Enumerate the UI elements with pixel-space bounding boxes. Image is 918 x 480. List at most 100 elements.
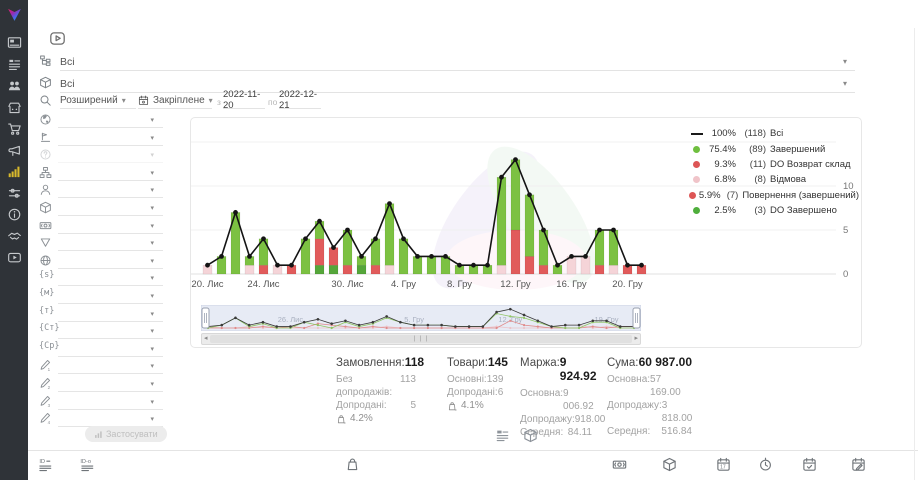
sidebar-item-shop[interactable] — [0, 97, 28, 119]
legend-item-2[interactable]: 9.3% (11) DO Возврат склад — [689, 157, 859, 172]
bar-segment-red[interactable] — [314, 238, 325, 266]
legend-item-4[interactable]: 5.9% (7) Повернення (завершений) — [689, 188, 859, 203]
stat-upsell-percent: x 4.2% — [336, 412, 416, 426]
filter-select-brace-s[interactable]: ▾ — [58, 271, 163, 287]
chevron-down-icon: ▾ — [150, 187, 154, 195]
bar-segment-red[interactable] — [342, 264, 353, 275]
sidebar-item-megaphone[interactable] — [0, 140, 28, 162]
filter-select-pencil-1[interactable]: ▾ — [58, 359, 163, 375]
bar-segment-green[interactable] — [538, 229, 549, 266]
orders-chart-card: 20. Лис 24. Лис 30. Лис 4. Гру 8. Гру 12. Гру… — [190, 117, 862, 348]
filter-select-person[interactable]: ▾ — [58, 183, 163, 199]
bar-segment-red[interactable] — [258, 264, 269, 275]
legend-item-0[interactable]: 100% (118) Всі — [689, 126, 859, 141]
bar-segment-green[interactable] — [426, 256, 437, 275]
date-to-field[interactable]: 2022-12-21 — [279, 89, 321, 111]
sidebar-item-image-card[interactable] — [0, 32, 28, 54]
column-header-id-o-icon[interactable]: ID-o — [80, 457, 95, 472]
filter-select-flag-level[interactable]: ▾ — [58, 131, 163, 146]
filter-select-pencil-3[interactable]: ▾ — [58, 395, 163, 410]
date-from-field[interactable]: 2022-11-20 — [223, 89, 265, 111]
bar-segment-pink[interactable] — [384, 264, 395, 275]
scroll-right-icon[interactable]: ▸ — [634, 335, 638, 342]
structure-select[interactable]: Всі ▾ — [60, 53, 855, 71]
bar-segment-dgreen[interactable] — [356, 264, 367, 275]
view-toggle-list-flag-icon[interactable] — [495, 428, 510, 443]
filter-select-globe[interactable]: ▾ — [58, 113, 163, 128]
filter-select-brace-m[interactable]: ▾ — [58, 289, 163, 304]
product-select[interactable]: Всі ▾ — [60, 75, 855, 93]
scrollbar-thumb[interactable]: ❘❘❘ — [210, 335, 632, 343]
filter-row-pencil-3: 3 ▾ — [39, 395, 163, 411]
filter-select-globe-grid[interactable]: ▾ — [58, 254, 163, 269]
minimap-left-handle[interactable] — [201, 307, 210, 329]
bar-segment-dgreen[interactable] — [314, 264, 325, 275]
bar-segment-green[interactable] — [398, 238, 409, 275]
column-header-id-sort-icon[interactable]: ID — [38, 457, 53, 472]
legend-item-3[interactable]: 6.8% (8) Відмова — [689, 172, 859, 187]
bar-segment-green[interactable] — [496, 176, 507, 266]
sidebar-item-video[interactable] — [0, 247, 28, 269]
bar-segment-green[interactable] — [314, 220, 325, 240]
bar-segment-pink[interactable] — [244, 264, 255, 275]
video-help-button[interactable] — [49, 30, 66, 47]
filter-select-funnel[interactable]: ▾ — [58, 236, 163, 252]
total-line-point — [569, 254, 574, 259]
scroll-left-icon[interactable]: ◂ — [204, 335, 208, 342]
bar-segment-red[interactable] — [524, 256, 535, 275]
sidebar-item-chart-bars[interactable] — [0, 161, 28, 183]
sidebar-item-cart[interactable] — [0, 118, 28, 140]
bar-segment-red[interactable] — [370, 264, 381, 275]
filter-select-pencil-4[interactable]: ▾ — [58, 412, 163, 428]
column-header-bag-icon[interactable] — [345, 457, 360, 472]
stat-subrow-label: Допродані: — [447, 387, 498, 398]
filter-select-package[interactable]: ▾ — [58, 201, 163, 216]
view-toggle-package-icon[interactable] — [523, 428, 538, 443]
total-line-point — [373, 236, 378, 242]
bar-segment-green[interactable] — [510, 159, 521, 231]
bar-segment-pink[interactable] — [608, 264, 619, 275]
filter-select-money[interactable]: ▾ — [58, 219, 163, 234]
sidebar-item-sliders[interactable] — [0, 183, 28, 205]
filter-select-brace-ct[interactable]: ▾ — [58, 324, 163, 340]
filter-select-brace-t[interactable]: ▾ — [58, 307, 163, 322]
sidebar-item-people[interactable] — [0, 75, 28, 97]
bar-segment-dgreen[interactable] — [328, 264, 339, 275]
x-axis-tick: 12. Гру — [500, 279, 531, 290]
sidebar-item-handshake[interactable] — [0, 226, 28, 248]
column-header-calendar-17-icon[interactable]: 17 — [716, 457, 731, 472]
column-header-calendar-check-icon[interactable] — [802, 457, 817, 472]
bar-segment-red[interactable] — [594, 264, 605, 275]
column-header-money-icon[interactable] — [612, 457, 627, 472]
bar-segment-green[interactable] — [608, 229, 619, 266]
search-mode-select[interactable]: Розширений ▾ — [60, 92, 136, 109]
bar-segment-red[interactable] — [538, 264, 549, 275]
column-header-package-icon[interactable] — [662, 457, 677, 472]
period-mode-select[interactable]: Закріплене ▾ — [138, 92, 213, 109]
column-header-calendar-edit-icon[interactable] — [851, 457, 866, 472]
app-logo[interactable] — [0, 0, 28, 28]
bar-segment-red[interactable] — [510, 229, 521, 275]
date-from-value: 2022-11-20 — [223, 89, 261, 111]
bar-segment-green[interactable] — [412, 256, 423, 275]
filter-select-sitemap[interactable]: ▾ — [58, 166, 163, 181]
stat-subrow-value: 139 — [486, 374, 504, 385]
minimap-right-handle[interactable] — [632, 307, 641, 329]
sidebar-item-info[interactable] — [0, 204, 28, 226]
column-header-clock-icon[interactable] — [758, 457, 773, 472]
legend-item-1[interactable]: 75.4% (89) Завершений — [689, 141, 859, 156]
filter-select-brace-cp[interactable]: ▾ — [58, 342, 163, 357]
sidebar-item-list[interactable] — [0, 54, 28, 76]
legend-label: Відмова — [770, 174, 807, 186]
bar-segment-pink[interactable] — [580, 256, 591, 275]
chevron-down-icon: ▾ — [150, 275, 154, 283]
chart-horizontal-scrollbar[interactable]: ◂ ❘❘❘ ▸ — [201, 333, 641, 345]
bar-segment-red[interactable] — [328, 247, 339, 266]
filter-select-pencil-2[interactable]: ▾ — [58, 377, 163, 392]
total-line-point — [457, 262, 462, 268]
bar-segment-pink[interactable] — [496, 264, 507, 275]
x-axis-tick: 16. Гру — [556, 279, 587, 290]
apply-button[interactable]: Застосувати — [85, 426, 167, 442]
chart-range-minimap[interactable]: 26. Лис 5. Гру 12. Гру 19. Гру — [201, 305, 641, 331]
legend-item-5[interactable]: 2.5% (3) DO Завершено — [689, 203, 859, 218]
